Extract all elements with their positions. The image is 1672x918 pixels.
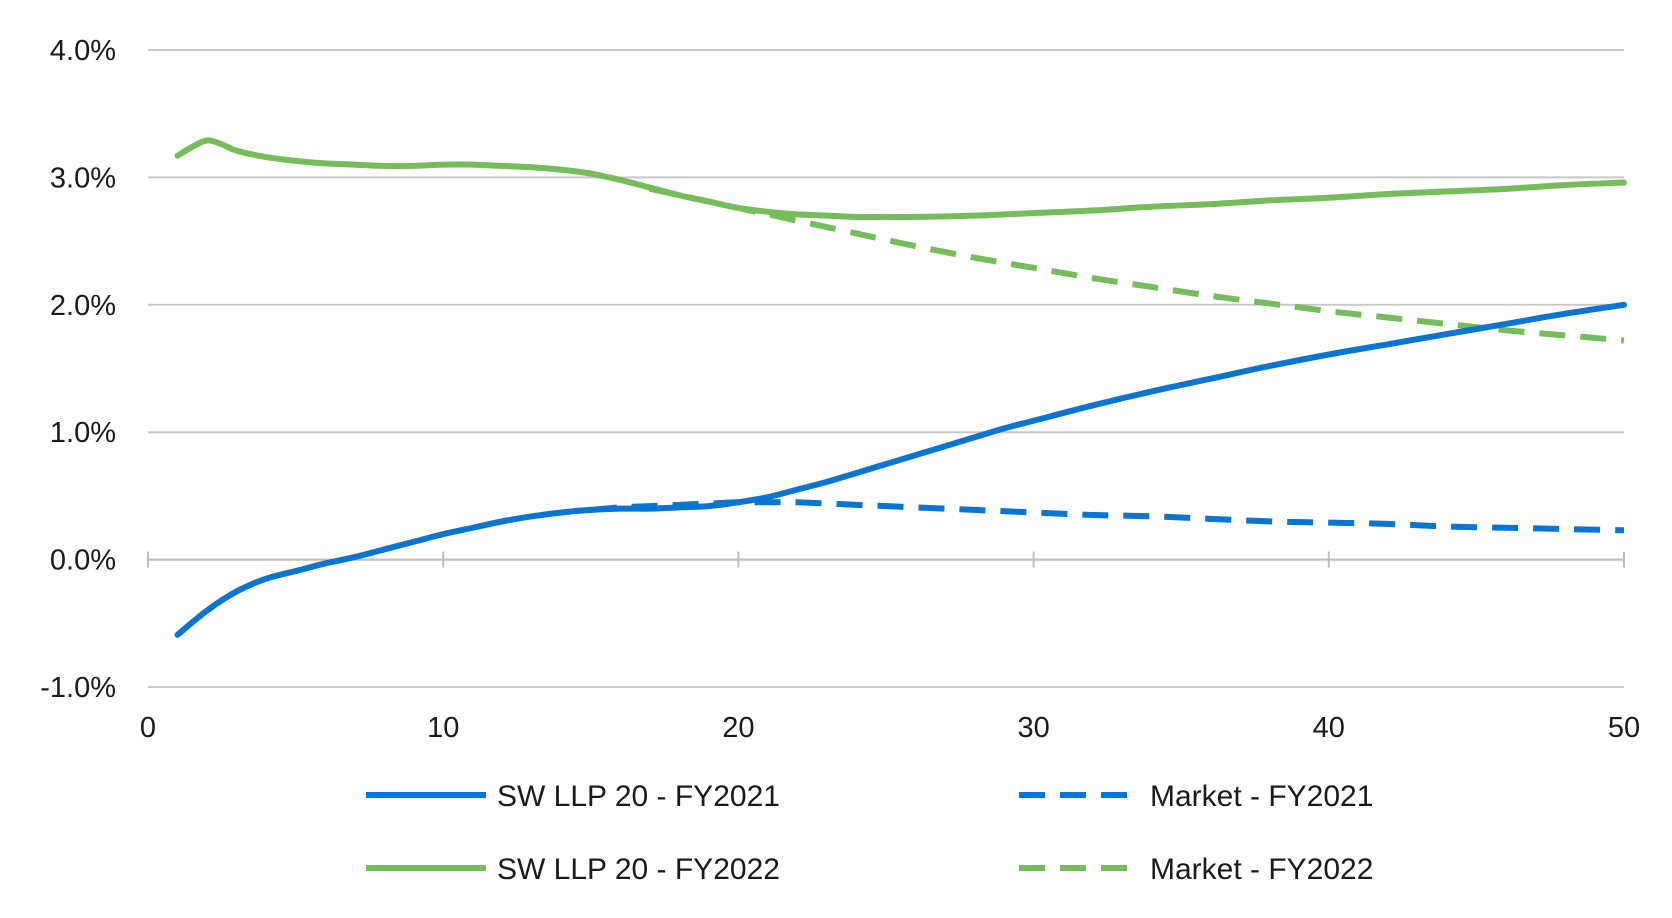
x-tick-label: 0	[140, 712, 156, 744]
y-tick-label: 3.0%	[50, 162, 116, 194]
series-lines	[174, 137, 1627, 638]
x-tick-label: 10	[427, 712, 459, 744]
legend-label-sw-llp-20-fy2022: SW LLP 20 - FY2022	[497, 853, 780, 886]
x-axis	[147, 551, 1625, 568]
y-tick-label: -1.0%	[40, 672, 116, 704]
legend: SW LLP 20 - FY2021 Market - FY2021 SW LLP …	[366, 780, 1373, 886]
x-tick-labels: 0 10 20 30 40 50	[140, 712, 1640, 744]
y-tick-label: 1.0%	[50, 417, 116, 449]
x-tick-label: 40	[1313, 712, 1345, 744]
series-line-sw-llp-20-fy2022	[174, 137, 1627, 220]
legend-label-sw-llp-20-fy2021: SW LLP 20 - FY2021	[497, 780, 780, 813]
legend-label-market-fy2021: Market - FY2021	[1150, 780, 1373, 813]
legend-label-market-fy2022: Market - FY2022	[1150, 853, 1373, 886]
series-line-sw-llp-20-fy2021	[174, 301, 1627, 638]
y-tick-label: 2.0%	[50, 290, 116, 322]
x-tick-label: 20	[722, 712, 754, 744]
series-line-market-fy2021	[590, 499, 1625, 534]
grid-lines	[148, 49, 1624, 688]
y-tick-labels: -1.0% 0.0% 1.0% 2.0% 3.0% 4.0%	[40, 35, 116, 704]
y-tick-label: 0.0%	[50, 545, 116, 577]
x-tick-label: 30	[1017, 712, 1049, 744]
y-tick-label: 4.0%	[50, 35, 116, 67]
x-tick-label: 50	[1608, 712, 1640, 744]
